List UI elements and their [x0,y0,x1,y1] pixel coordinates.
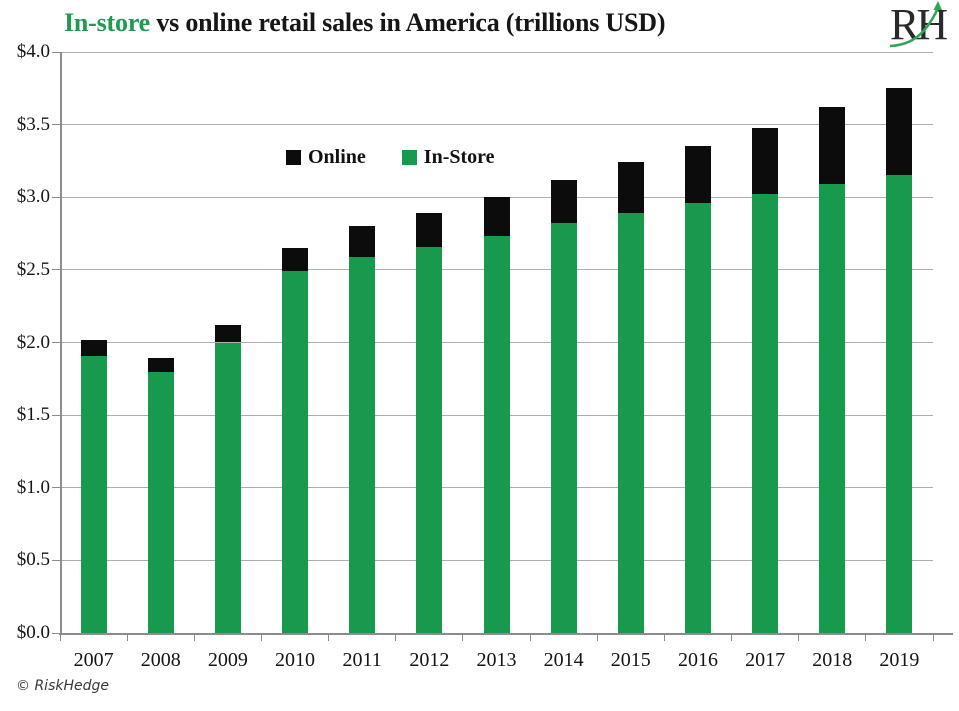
bar-segment-online-2016 [684,146,711,204]
plot-area: $0.0 $0.5 $1.0 $1.5 $2.0 $2.5 $3.0 $3.5 $4.0 2007… [17,41,953,671]
chart-title-highlight: In-store [64,8,151,37]
logo-growth-arrow-icon [889,1,942,48]
x-axis-label-2016: 2016 [677,649,718,671]
y-axis-label-$2.5: $2.5 [16,258,50,280]
y-axis-label-$2.0: $2.0 [16,331,50,353]
x-axis-tick-2 [193,635,195,641]
legend-swatch-instore-icon [401,149,417,165]
bar-segment-in-store-2014 [550,223,577,633]
x-axis-line [59,633,953,635]
bar-segment-in-store-2010 [282,271,309,633]
x-axis-tick-9 [663,635,665,641]
y-axis-label-$3.5: $3.5 [16,113,50,135]
y-axis-tick-$1.5 [52,414,60,416]
y-axis-tick-$2.0 [52,342,60,343]
x-axis-label-2018: 2018 [812,649,853,671]
x-axis-label-2013: 2013 [476,649,517,671]
x-axis-label-2019: 2019 [879,649,920,671]
bar-segment-in-store-2008 [147,371,174,633]
bar-segment-online-2017 [752,127,779,195]
x-axis-tick-8 [596,635,598,641]
x-axis-tick-12 [865,635,867,641]
bar-segment-online-2010 [282,248,309,272]
x-axis-label-2015: 2015 [610,649,651,671]
x-axis-label-2017: 2017 [745,649,786,671]
x-axis-label-2008: 2008 [140,649,181,671]
bar-segment-online-2012 [416,213,443,247]
bar-segment-online-2011 [349,226,376,257]
copyright-notice: © RiskHedge [16,678,109,694]
bar-segment-online-2009 [214,325,241,343]
y-axis-label-$0.0: $0.0 [16,622,50,643]
x-axis-tick-7 [529,635,531,641]
legend-item-instore: In-Store [401,146,495,168]
bar-segment-online-2019 [886,88,913,176]
x-axis-tick-5 [395,635,397,641]
x-axis-tick-11 [798,635,800,641]
bar-segment-online-2018 [819,107,846,185]
bar-segment-in-store-2019 [886,175,913,633]
x-axis-tick-0 [59,635,61,641]
y-axis-label-$0.5: $0.5 [16,549,50,571]
x-axis-label-2011: 2011 [342,649,382,671]
bar-segment-in-store-2012 [416,246,443,633]
x-axis-tick-1 [126,635,128,641]
legend: Online In-Store [286,146,495,168]
gridline-$4.0 [60,51,933,53]
y-axis-tick-$0.0 [52,632,60,634]
y-axis-line [60,52,62,634]
x-axis-label-2007: 2007 [73,649,114,671]
x-axis-label-2010: 2010 [275,649,316,671]
y-axis-label-$1.0: $1.0 [16,476,50,498]
bar-segment-online-2014 [550,179,577,224]
y-axis-tick-$0.5 [52,559,60,561]
legend-item-online: Online [286,146,366,168]
x-axis-tick-4 [328,635,330,641]
bar-segment-online-2013 [483,197,510,237]
x-axis-tick-3 [260,635,262,641]
bar-segment-online-2008 [147,358,174,372]
riskhedge-logo: RH [888,0,954,52]
bar-segment-in-store-2017 [752,194,779,633]
y-axis-tick-$3.0 [52,196,60,198]
x-axis-tick-13 [932,635,934,641]
bar-segment-in-store-2016 [684,203,711,633]
legend-swatch-online-icon [286,149,301,165]
bar-segment-online-2015 [617,162,644,214]
legend-label-online: Online [308,146,366,168]
bar-segment-in-store-2015 [617,213,644,633]
y-axis-tick-$1.0 [52,487,60,489]
bar-segment-in-store-2011 [349,256,376,633]
bar-segment-in-store-2007 [80,355,107,633]
x-axis-tick-10 [731,635,733,641]
y-axis-tick-$2.5 [52,269,60,271]
bar-segment-in-store-2009 [214,342,241,633]
y-axis-label-$3.0: $3.0 [16,186,50,208]
x-axis-label-2012: 2012 [409,649,450,671]
y-axis-tick-$4.0 [52,51,60,53]
chart-title-rest: vs online retail sales in America (trill… [150,8,666,37]
x-axis-label-2009: 2009 [207,649,248,671]
bar-segment-online-2007 [80,339,107,356]
y-axis-tick-$3.5 [52,124,60,126]
y-axis-label-$4.0: $4.0 [16,41,50,62]
legend-label-instore: In-Store [423,146,495,168]
bar-segment-in-store-2018 [819,184,846,633]
y-axis-label-$1.5: $1.5 [16,404,50,426]
bar-segment-in-store-2013 [483,236,510,633]
gridline-$3.5 [60,124,933,126]
chart-title: In-store vs online retail sales in Ameri… [64,5,666,41]
x-axis-tick-6 [462,635,464,641]
x-axis-label-2014: 2014 [543,649,584,671]
